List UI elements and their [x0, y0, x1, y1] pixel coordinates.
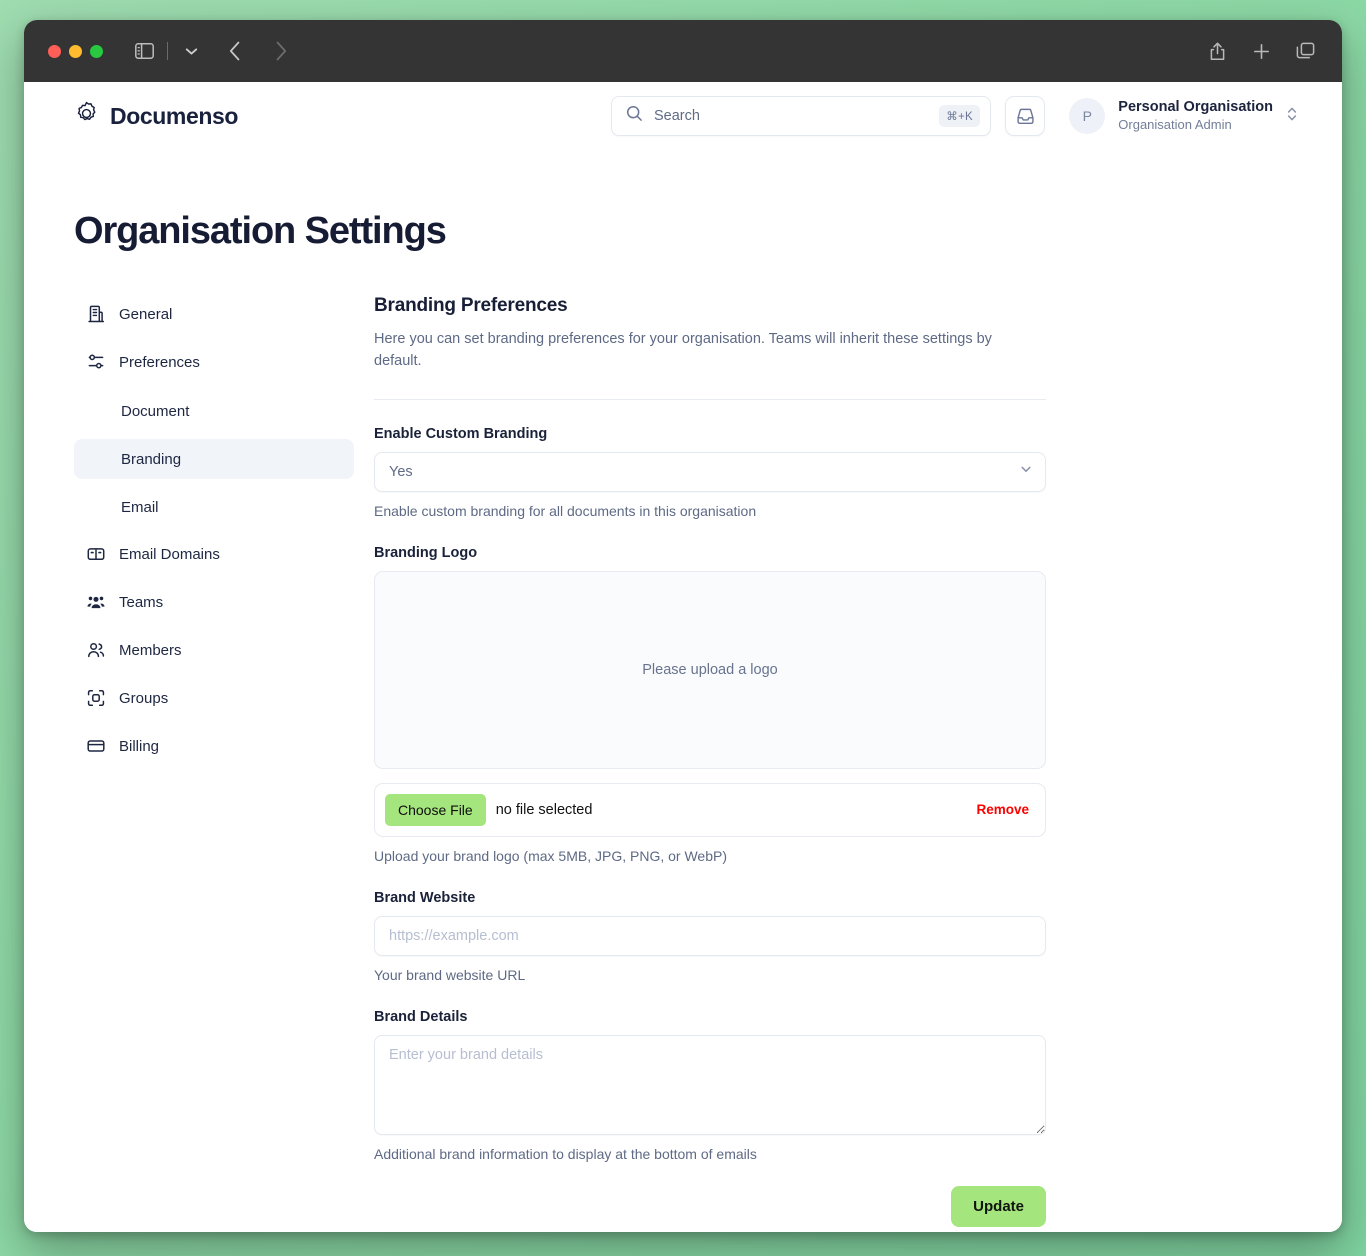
- close-window-button[interactable]: [48, 44, 61, 58]
- settings-layout: General Preferences: [24, 295, 1342, 1227]
- browser-nav-controls: [129, 36, 296, 66]
- sidebar-item-email-domains[interactable]: Email Domains: [74, 535, 354, 573]
- brand-name: Documenso: [110, 102, 239, 129]
- choose-file-button[interactable]: Choose File: [385, 793, 486, 826]
- branding-preferences-panel: Branding Preferences Here you can set br…: [374, 295, 1046, 1227]
- section-description: Here you can set branding preferences fo…: [374, 331, 992, 369]
- search-icon: [626, 105, 643, 127]
- brand-website-label: Brand Website: [374, 889, 476, 906]
- enable-custom-branding-hint: Enable custom branding for all documents…: [374, 502, 757, 519]
- sidebar-item-label: Email Domains: [119, 545, 220, 563]
- branding-logo-label: Branding Logo: [374, 544, 478, 561]
- sidebar-item-general[interactable]: General: [74, 295, 354, 333]
- sidebar-item-label: Members: [119, 641, 182, 659]
- search-shortcut-badge: ⌘+K: [939, 105, 980, 127]
- enable-custom-branding-label: Enable Custom Branding: [374, 425, 548, 442]
- organisation-name: Personal Organisation: [1118, 99, 1273, 116]
- mailbox-icon: [86, 544, 106, 564]
- sidebar-item-document[interactable]: Document: [74, 391, 354, 431]
- brand-details-hint: Additional brand information to display …: [374, 1145, 757, 1162]
- sidebar-toggle-icon[interactable]: [129, 36, 159, 66]
- maximize-window-button[interactable]: [90, 44, 103, 58]
- plus-icon[interactable]: [1246, 36, 1276, 66]
- update-button[interactable]: Update: [951, 1185, 1046, 1227]
- logo-file-row: Choose File no file selected Remove: [374, 782, 1046, 837]
- documenso-mark-icon: [74, 101, 99, 131]
- forward-arrow-icon[interactable]: [266, 36, 296, 66]
- remove-logo-link[interactable]: Remove: [976, 802, 1029, 817]
- organisation-switcher[interactable]: P Personal Organisation Organisation Adm…: [1069, 98, 1298, 134]
- window-traffic-lights: [48, 44, 103, 58]
- sidebar-item-label: Billing: [119, 737, 160, 755]
- building-icon: [86, 304, 106, 324]
- sidebar-item-label: Document: [121, 402, 190, 420]
- branding-logo-field: Branding Logo Please upload a logo Choos…: [374, 545, 1046, 864]
- file-status-text: no file selected: [495, 801, 593, 818]
- sidebar-item-preferences[interactable]: Preferences: [74, 343, 354, 381]
- brand-website-field: Brand Website Your brand website URL: [374, 890, 1046, 983]
- sidebar-item-billing[interactable]: Billing: [74, 727, 354, 765]
- branding-logo-hint: Upload your brand logo (max 5MB, JPG, PN…: [374, 847, 727, 864]
- enable-custom-branding-field: Enable Custom Branding Yes Enable custom…: [374, 426, 1046, 519]
- teams-icon: [86, 592, 106, 612]
- search-input[interactable]: Search ⌘+K: [611, 96, 991, 136]
- brand-details-textarea[interactable]: [374, 1034, 1046, 1135]
- sidebar-item-label: General: [119, 305, 173, 323]
- logo-dropzone-text: Please upload a logo: [642, 661, 778, 678]
- header-center-controls: Search ⌘+K: [611, 96, 1045, 136]
- brand-details-label: Brand Details: [374, 1008, 468, 1025]
- page-title: Organisation Settings: [74, 210, 447, 252]
- organisation-role: Organisation Admin: [1118, 117, 1232, 133]
- brand-details-field: Brand Details Additional brand informati…: [374, 1009, 1046, 1162]
- minimize-window-button[interactable]: [69, 44, 82, 58]
- brand-logo[interactable]: Documenso: [74, 101, 238, 131]
- logo-dropzone[interactable]: Please upload a logo: [374, 570, 1046, 769]
- organisation-info: Personal Organisation Organisation Admin: [1118, 98, 1273, 133]
- browser-titlebar: [24, 20, 1342, 82]
- search-placeholder: Search: [654, 108, 700, 124]
- tabs-overview-icon[interactable]: [1290, 36, 1320, 66]
- avatar: P: [1069, 98, 1106, 134]
- enable-custom-branding-value: Yes: [389, 463, 413, 480]
- section-title: Branding Preferences: [374, 295, 568, 316]
- app-viewport: Documenso Search ⌘+K: [24, 82, 1342, 1232]
- settings-sidebar: General Preferences: [74, 295, 374, 1227]
- toolbar-divider: [167, 42, 168, 60]
- sidebar-item-groups[interactable]: Groups: [74, 679, 354, 717]
- browser-toolbar-actions: [1202, 36, 1320, 66]
- chevron-down-icon: [1019, 462, 1033, 481]
- sidebar-item-label: Branding: [121, 450, 182, 468]
- sidebar-item-members[interactable]: Members: [74, 631, 354, 669]
- sidebar-item-teams[interactable]: Teams: [74, 583, 354, 621]
- sidebar-item-label: Email: [121, 498, 159, 516]
- enable-custom-branding-select[interactable]: Yes: [374, 451, 1046, 492]
- sidebar-item-label: Teams: [119, 593, 164, 611]
- sidebar-item-branding[interactable]: Branding: [74, 439, 354, 479]
- inbox-icon[interactable]: [1005, 96, 1045, 136]
- brand-website-hint: Your brand website URL: [374, 966, 526, 983]
- credit-card-icon: [86, 736, 106, 756]
- app-header: Documenso Search ⌘+K: [24, 82, 1342, 150]
- share-icon[interactable]: [1202, 36, 1232, 66]
- brand-website-input[interactable]: [374, 915, 1046, 956]
- sidebar-item-email[interactable]: Email: [74, 487, 354, 527]
- sliders-icon: [86, 352, 106, 372]
- section-divider: [374, 398, 1046, 400]
- members-icon: [86, 640, 106, 660]
- groups-icon: [86, 688, 106, 708]
- browser-window: Documenso Search ⌘+K: [24, 20, 1342, 1232]
- form-actions: Update: [374, 1185, 1046, 1227]
- chevron-down-icon[interactable]: [176, 36, 206, 66]
- back-arrow-icon[interactable]: [220, 36, 250, 66]
- sidebar-item-label: Groups: [119, 689, 169, 707]
- sidebar-item-label: Preferences: [119, 353, 200, 371]
- chevron-up-down-icon: [1286, 105, 1298, 128]
